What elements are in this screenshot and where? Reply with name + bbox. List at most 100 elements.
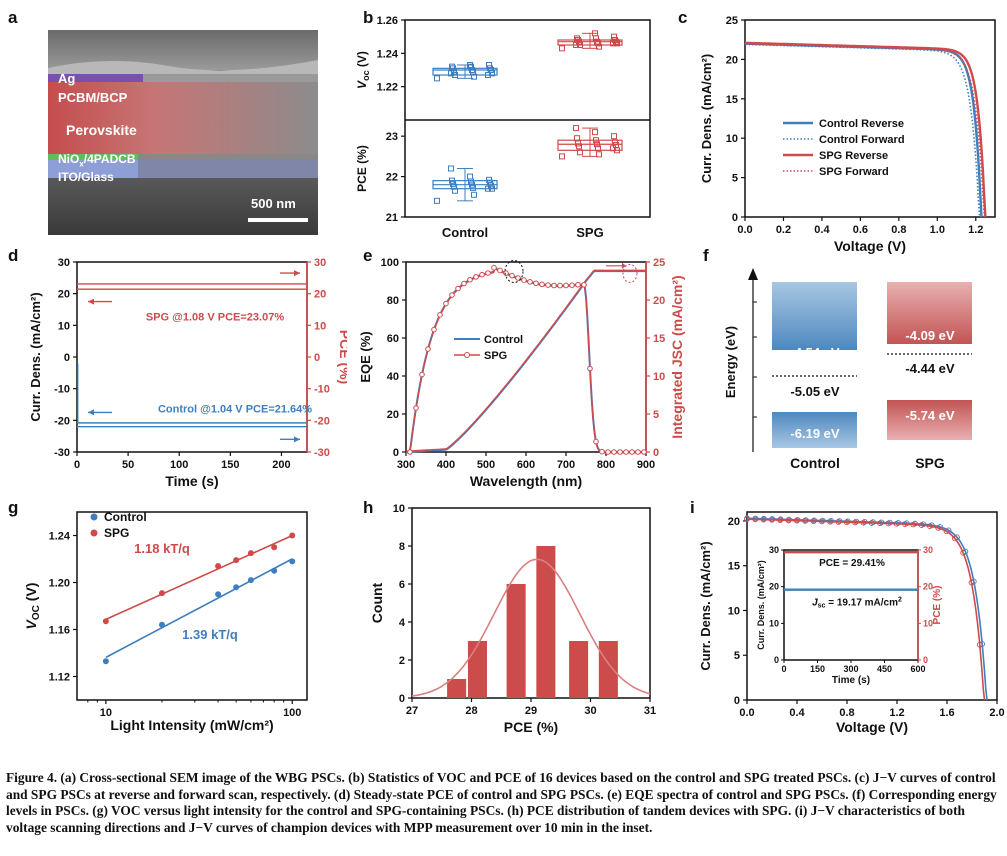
jv-marker-i xyxy=(802,518,809,524)
data-point-control xyxy=(489,185,495,192)
data-point-control xyxy=(471,191,477,198)
x-tick-label-h: 29 xyxy=(525,705,537,717)
spg-vb-block xyxy=(887,400,972,440)
panel-label-h: h xyxy=(363,498,374,517)
y-tick-label-g: 1.16 xyxy=(49,625,70,637)
x-tick-label-e: 300 xyxy=(397,459,415,471)
chart-d-steady: 0 50 100 150 200 -30 -20 -10 0 10 20 30 -30 -20 -10 0 10… xyxy=(28,257,347,489)
fit-line-1 xyxy=(105,534,293,621)
y2-tick-label-e: 0 xyxy=(653,447,659,459)
jv-marker-i xyxy=(810,518,817,525)
jv-marker-i xyxy=(819,517,826,524)
y-axis-label-g: VOC (V) xyxy=(23,583,42,630)
eqe-marker-spg xyxy=(539,281,545,288)
x-tick-label-e: 900 xyxy=(637,459,655,471)
y-tick-label-c: 20 xyxy=(726,54,738,66)
y-tick-label-d: 30 xyxy=(58,257,70,269)
eqe-marker-spg xyxy=(617,449,623,455)
scale-bar-label: 500 nm xyxy=(251,196,296,211)
chart-h-histogram: 27 28 29 30 31 0 2 4 6 8 10 PCE (%) Count xyxy=(369,503,656,735)
arrow-head xyxy=(88,409,94,416)
x-category-label-b: Control xyxy=(442,225,488,240)
arrow-head xyxy=(88,298,94,305)
y-tick-label-d: -20 xyxy=(54,415,70,427)
jv-marker-i xyxy=(777,517,784,524)
y-tick-label-e: 20 xyxy=(387,409,399,421)
eqe-marker-spg xyxy=(521,277,527,283)
x-tick-label-i: 1.6 xyxy=(939,707,954,719)
y-tick-label-i: 5 xyxy=(734,650,740,662)
y2-tick-label-d: 0 xyxy=(314,352,320,364)
data-point-g xyxy=(215,563,222,570)
data-point-control xyxy=(469,181,475,188)
fit-line-0 xyxy=(105,558,293,659)
histogram-bar xyxy=(506,584,526,698)
eqe-marker-spg xyxy=(641,449,647,455)
eqe-marker-spg xyxy=(605,449,611,455)
highlight-ellipse-red xyxy=(622,263,638,283)
inset-background xyxy=(754,544,948,688)
data-point-spg xyxy=(573,42,579,48)
legend-label-e: Control xyxy=(484,334,523,346)
y-tick-label-e: 60 xyxy=(387,333,399,345)
jv-marker-i xyxy=(868,520,875,526)
axes-frame-i xyxy=(746,511,998,701)
data-point-g xyxy=(247,577,254,584)
y2-tick-label-d: 20 xyxy=(314,289,326,301)
eqe-marker-spg xyxy=(545,282,551,288)
control-vb-label: -6.19 eV xyxy=(790,426,839,441)
x-tick-label-h: 30 xyxy=(584,705,596,717)
eqe-marker-spg xyxy=(599,448,605,455)
jv-marker-i xyxy=(870,519,876,525)
data-point-control xyxy=(452,187,458,194)
x-tick-label-c: 1.2 xyxy=(968,224,983,236)
y-tick-label-b: 1.22 xyxy=(377,82,398,94)
eqe-marker-spg xyxy=(575,281,581,288)
slope-label-control: 1.39 kT/q xyxy=(182,627,238,642)
jv-marker-i xyxy=(802,517,809,523)
x-category-label-b: SPG xyxy=(576,225,603,240)
data-point-control xyxy=(485,72,491,78)
data-point-control xyxy=(485,185,491,192)
data-point-control xyxy=(467,62,473,68)
jv-marker-i xyxy=(893,520,900,527)
jv-marker-i xyxy=(861,518,868,525)
x-tick-label-i: 2.0 xyxy=(989,707,1004,719)
y-tick-label-i: 15 xyxy=(728,561,740,573)
jv-marker-i xyxy=(818,518,825,525)
y2-tick-label-e: 25 xyxy=(653,257,665,269)
eqe-marker-spg xyxy=(413,405,419,411)
x-axis-label-h: PCE (%) xyxy=(504,719,558,735)
x-axis-label-g: Light Intensity (mW/cm²) xyxy=(110,717,273,733)
data-point-spg xyxy=(559,153,565,160)
y-tick-label-h: 2 xyxy=(399,655,405,667)
x-tick-label-c: 0.4 xyxy=(814,224,830,236)
axes-frame-c xyxy=(744,19,996,218)
annotation-spg-d: SPG @1.08 V PCE=23.07% xyxy=(146,312,284,324)
data-point-spg xyxy=(595,145,601,152)
x-tick-label-e: 500 xyxy=(477,459,495,471)
x-tick-label-h: 31 xyxy=(644,705,656,717)
histogram-bar xyxy=(447,679,467,698)
series-line-0 xyxy=(744,42,983,218)
data-point-control xyxy=(487,65,493,72)
inset-jsc-label: Jsc = 19.17 mA/cm2 xyxy=(812,597,902,610)
category-label-f: SPG xyxy=(915,455,945,471)
data-point-g xyxy=(271,544,278,551)
x-tick-label-h: 27 xyxy=(406,705,418,717)
data-point-g xyxy=(233,557,240,564)
data-point-spg xyxy=(610,40,616,47)
eqe-marker-spg xyxy=(461,280,467,287)
eqe-marker-spg xyxy=(503,270,509,276)
box-spg xyxy=(557,39,623,46)
y-tick-label-i: 10 xyxy=(728,605,740,617)
gaussian-fit-line xyxy=(411,558,651,697)
x-tick-label-d: 50 xyxy=(122,459,134,471)
jv-marker-i xyxy=(885,520,892,527)
y-tick-label-d: 0 xyxy=(64,352,70,364)
x-tick-label-d: 0 xyxy=(74,459,80,471)
x-tick-label-c: 1.0 xyxy=(930,224,945,236)
data-point-control xyxy=(486,176,492,183)
jv-marker-i xyxy=(927,523,933,529)
x-axis-label-e: Wavelength (nm) xyxy=(470,473,582,489)
